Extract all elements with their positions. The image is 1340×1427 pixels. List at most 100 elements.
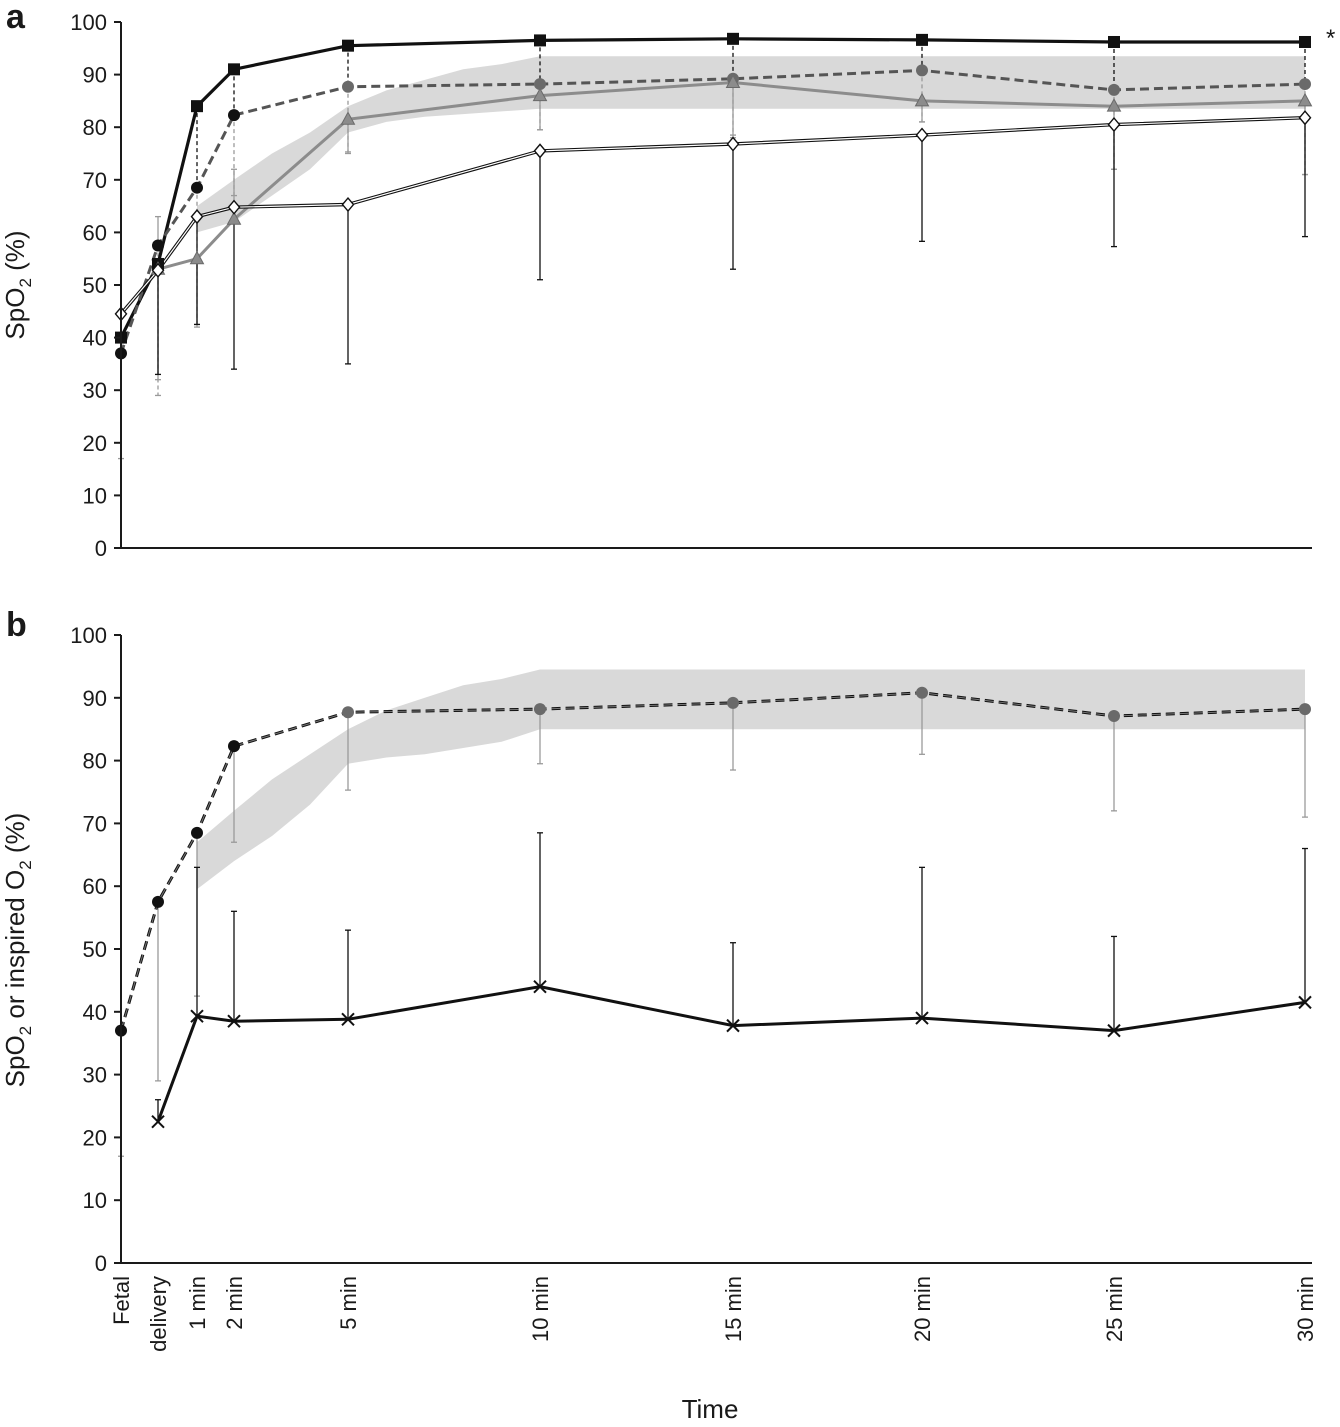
panel-a-series-0-point <box>916 33 928 46</box>
panel-a-series-1-point <box>534 78 546 91</box>
panel-b-series-0-point <box>191 826 203 839</box>
panel-b-series-1-line <box>156 985 1306 1123</box>
panel-a-y-tick-label: 0 <box>95 536 107 561</box>
panel-a-series-2-point <box>1297 92 1313 107</box>
panel-a-letter: a <box>6 0 26 36</box>
panel-b-band-layer <box>197 669 1305 890</box>
panel-a-series-2-line <box>157 80 1306 271</box>
panel-a-y-tick-label: 70 <box>83 168 107 193</box>
panel-a-series-3-point <box>1298 110 1312 126</box>
panel-a-plot: 0 10 20 30 40 50 60 70 80 90 100 <box>70 10 1313 561</box>
panel-a-series-0-line <box>119 37 1305 339</box>
panel-b-series-1-point <box>341 1012 355 1027</box>
panel-b-reference-band <box>197 669 1305 890</box>
x-category-label: 1 min <box>185 1276 210 1330</box>
panel-b-series-1-point <box>726 1018 740 1033</box>
panel-b-series-0-point <box>727 696 739 709</box>
panel-b-series-0-point <box>1108 710 1120 723</box>
panel-b-axis: 0 10 20 30 40 50 60 70 80 90 100 Fetal delivery 1 min… <box>70 623 1318 1352</box>
panel-a-band-layer <box>197 56 1305 233</box>
panel-a-series-3-point <box>151 262 165 278</box>
panel-a-series-3-point <box>915 127 929 143</box>
panel-b-y-tick-label: 80 <box>83 749 107 774</box>
panel-a-y-tick-label: 30 <box>83 378 107 403</box>
panel-b-error-layer <box>118 692 1308 1157</box>
panel-a-series-1-point <box>342 80 354 93</box>
panel-b-series-1-point <box>533 979 547 994</box>
x-category-label: 20 min <box>910 1276 935 1342</box>
panel-a-series-0-point <box>727 32 739 45</box>
panel-a-series-3-point <box>341 196 355 213</box>
x-category-label: 10 min <box>528 1276 553 1342</box>
panel-b-plot: 0 10 20 30 40 50 60 70 80 90 100 Fetal delivery 1 min… <box>70 623 1318 1352</box>
panel-a-series-0-point <box>534 34 546 47</box>
panel-a-marker-layer <box>114 32 1313 360</box>
panel-b-series-0-point <box>916 686 928 699</box>
panel-a-y-tick-label: 90 <box>83 63 107 88</box>
panel-a-series-1-point <box>1108 83 1120 96</box>
panel-b-series-0-point <box>1299 703 1311 716</box>
panel-a-series-2-point <box>340 111 356 125</box>
panel-b-y-tick-label: 0 <box>95 1251 107 1276</box>
panel-b-y-tick-label: 90 <box>83 686 107 711</box>
panel-b-marker-layer <box>115 686 1312 1129</box>
panel-a-y-tick-label: 20 <box>83 431 107 456</box>
panel-b-series-1-point <box>190 1009 204 1023</box>
panel-b-series-0-point <box>342 706 354 719</box>
panel-b-y-tick-label: 70 <box>83 811 107 836</box>
x-category-label: 25 min <box>1102 1276 1127 1342</box>
x-category-label: 2 min <box>222 1276 247 1330</box>
panel-a-y-tick-label: 100 <box>70 10 107 35</box>
panel-a-y-tick-label: 80 <box>83 115 107 140</box>
panel-a-series-1-point <box>191 181 203 194</box>
panel-a-series-1-point <box>152 239 164 252</box>
panel-b-series-1-point <box>1107 1023 1121 1038</box>
panel-a-y-axis-title: SpO2 (%) <box>0 230 35 339</box>
panel-a-series-3-point <box>1107 116 1121 133</box>
panel-a-series-2-point <box>725 74 741 88</box>
x-category-label: 15 min <box>721 1276 746 1342</box>
panel-b-y-tick-label: 50 <box>83 937 107 962</box>
panel-a-series-3-point <box>227 199 241 215</box>
panel-b-y-tick-label: 10 <box>83 1188 107 1213</box>
panel-b-line-layer <box>119 691 1306 1123</box>
panel-a-series-3-point <box>190 209 204 225</box>
panel-a-series-2-point <box>532 87 548 102</box>
panel-a-series-0-point <box>342 39 354 52</box>
x-category-label: delivery <box>146 1276 171 1352</box>
panel-a-series-2-point <box>189 250 205 265</box>
panel-b-series-1-point <box>227 1014 241 1028</box>
panel-a-series-1-line <box>119 68 1306 354</box>
panel-a-y-tick-label: 10 <box>83 483 107 508</box>
panel-a-y-tick-label: 50 <box>83 273 107 298</box>
x-category-label: 30 min <box>1293 1276 1318 1342</box>
panel-a-series-1-point <box>1299 78 1311 91</box>
panel-a-series-2-point <box>226 211 242 225</box>
panel-b-series-0-point <box>152 895 164 908</box>
panel-a-series-1-point <box>916 64 928 77</box>
panel-a-series-0-point <box>228 63 240 76</box>
panel-a-series-0-point <box>191 100 203 113</box>
x-category-label: Fetal <box>109 1276 134 1325</box>
panel-b-y-tick-label: 100 <box>70 623 107 648</box>
panel-b-y-tick-label: 60 <box>83 874 107 899</box>
panel-a-series-3-line-inner <box>120 117 1306 315</box>
panel-a-series-3-point <box>533 143 547 159</box>
panel-a-axis: 0 10 20 30 40 50 60 70 80 90 100 <box>70 10 1312 561</box>
panel-a-series-3-point <box>726 136 740 152</box>
panel-b-series-1-point <box>151 1114 165 1129</box>
panel-b-y-tick-label: 30 <box>83 1063 107 1088</box>
panel-a-series-2-point <box>914 92 930 107</box>
panel-b-y-axis-title: SpO2 or inspired O2 (%) <box>0 813 35 1088</box>
panel-b-series-0-line-inner <box>120 692 1306 1031</box>
panel-a-series-2-point <box>1106 98 1122 112</box>
panel-a-series-0-point <box>1299 35 1311 48</box>
panel-b-series-0-line <box>119 691 1306 1032</box>
panel-b-y-tick-label: 20 <box>83 1125 107 1150</box>
panel-a-series-1-point <box>228 109 240 122</box>
panel-a-y-tick-label: 40 <box>83 326 107 351</box>
panel-a-reference-band <box>197 56 1305 233</box>
panel-b-series-0-point <box>228 740 240 753</box>
panel-a-series-0-point <box>1108 35 1120 48</box>
